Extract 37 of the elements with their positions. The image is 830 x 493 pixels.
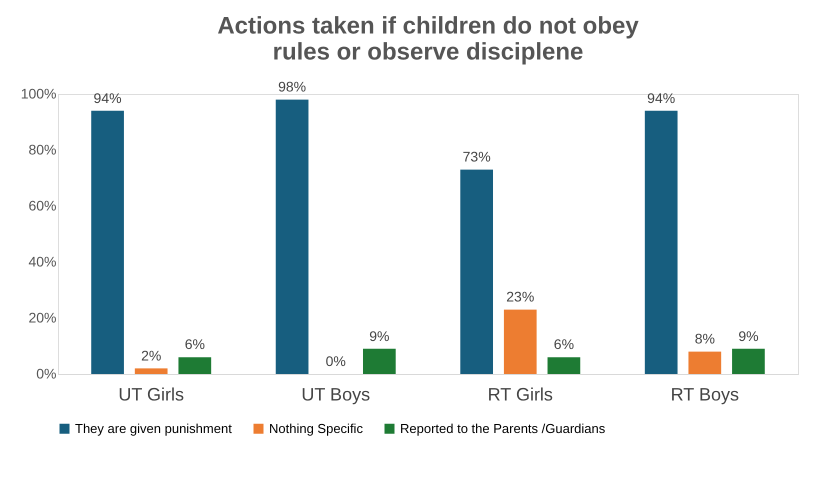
bar	[732, 348, 765, 374]
y-tick-label: 60%	[28, 198, 56, 214]
legend-label: Nothing Specific	[269, 420, 364, 436]
data-label: 94%	[647, 90, 676, 106]
data-label: 73%	[462, 148, 491, 165]
bar	[548, 357, 580, 374]
data-label: 98%	[278, 78, 306, 95]
bar	[276, 100, 308, 374]
x-tick-label: RT Boys	[670, 384, 739, 404]
x-tick-label: UT Boys	[301, 384, 370, 404]
bar	[688, 352, 722, 374]
bar	[362, 348, 396, 374]
data-label: 6%	[554, 336, 574, 352]
y-tick-label: 100%	[20, 86, 56, 102]
bar	[178, 357, 212, 374]
data-label: 0%	[326, 353, 346, 369]
data-label: 2%	[141, 347, 162, 364]
legend-label: They are given punishment	[75, 420, 232, 436]
data-label: 9%	[369, 328, 390, 344]
data-label: 94%	[94, 90, 122, 106]
y-tick-label: 80%	[28, 142, 56, 158]
legend-label: Reported to the Parents /Guardians	[400, 420, 606, 436]
data-label: 6%	[184, 336, 205, 352]
bar	[134, 368, 168, 374]
data-label: 8%	[694, 330, 715, 347]
bar	[91, 110, 124, 374]
bar	[504, 310, 537, 374]
y-tick-label: 40%	[28, 254, 56, 270]
data-label: 23%	[506, 288, 534, 305]
y-tick-label: 0%	[36, 366, 56, 382]
bar	[460, 170, 494, 374]
x-tick-label: UT Girls	[118, 384, 184, 404]
data-label: 9%	[738, 328, 759, 344]
x-tick-label: RT Girls	[488, 384, 553, 404]
chart-title: Actions taken if children do not obey rules or observe disciplene	[217, 12, 640, 66]
y-tick-label: 20%	[28, 310, 56, 326]
bar	[644, 110, 678, 374]
